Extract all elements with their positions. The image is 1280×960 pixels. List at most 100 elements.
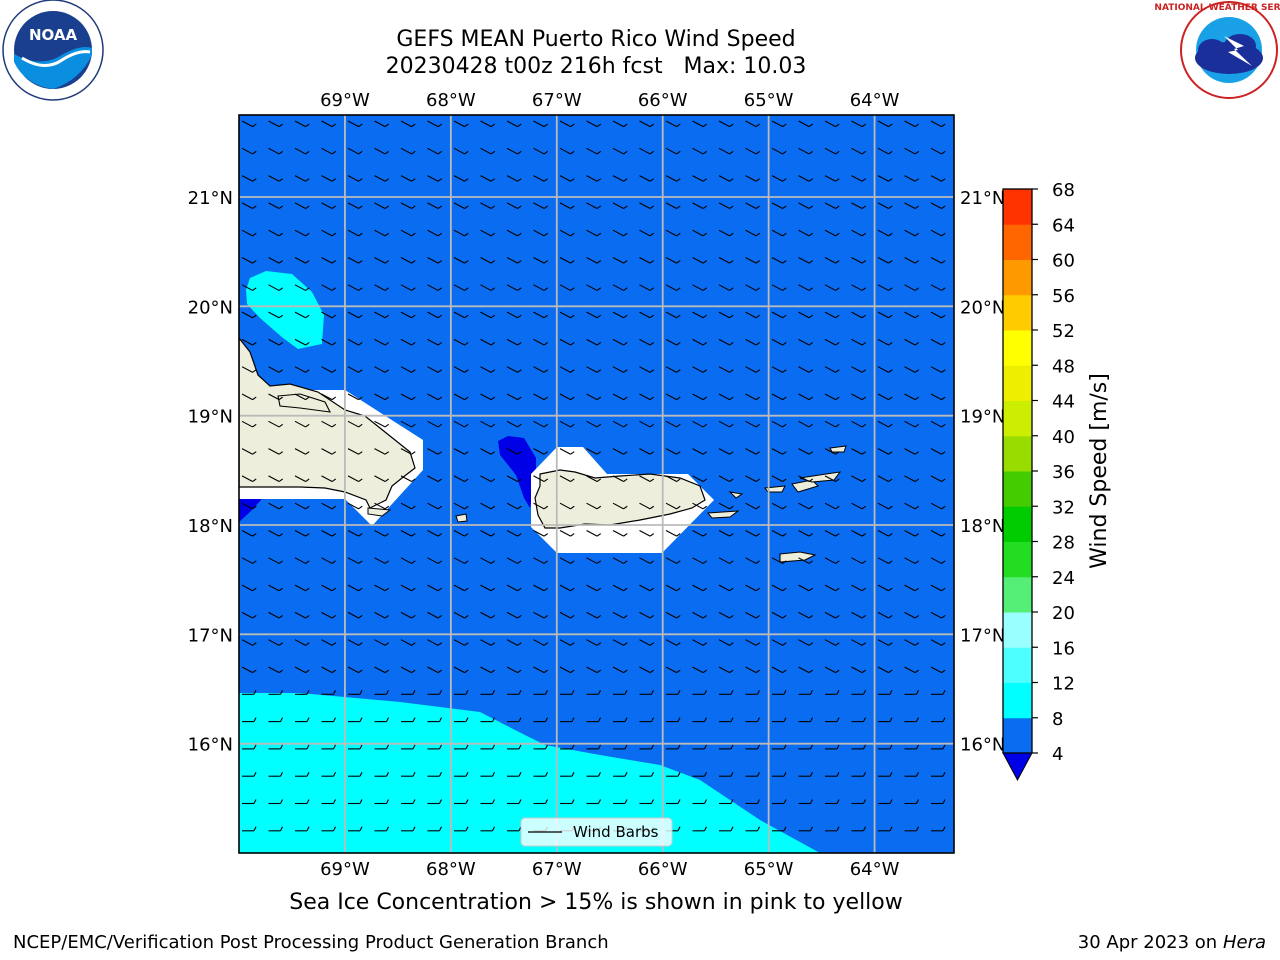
wind-barb xyxy=(824,120,840,128)
wind-barb xyxy=(506,611,522,619)
wind-barb xyxy=(294,557,310,564)
wind-barb xyxy=(745,366,761,373)
wind-barb xyxy=(824,311,840,319)
wind-barb xyxy=(877,420,893,428)
wind-barb xyxy=(321,257,337,264)
lat-labels-left: 21°N 20°N 19°N 18°N 17°N 16°N xyxy=(188,188,233,756)
wind-barb xyxy=(453,666,469,674)
wind-barb xyxy=(877,639,893,646)
wind-barb xyxy=(480,584,496,592)
wind-barb xyxy=(400,202,416,210)
wind-barb xyxy=(268,475,284,483)
wind-barb xyxy=(745,639,761,646)
wind-barb xyxy=(559,393,575,401)
wind-barb xyxy=(692,311,708,319)
colorbar-tick-label: 28 xyxy=(1052,533,1075,554)
colorbar-segment xyxy=(1003,224,1032,260)
wind-barb xyxy=(904,393,920,401)
wind-barb xyxy=(904,420,920,428)
wind-barb xyxy=(533,366,549,373)
wind-barb xyxy=(480,120,496,128)
wind-barb xyxy=(904,799,919,805)
figure-title: GEFS MEAN Puerto Rico Wind Speed xyxy=(396,27,796,52)
lon-tick-label: 65°W xyxy=(744,90,794,111)
wind-barb xyxy=(321,611,337,619)
wind-barb xyxy=(586,639,602,646)
wind-barb xyxy=(480,202,496,210)
wind-barb xyxy=(904,175,920,182)
wind-barb xyxy=(506,311,522,319)
wind-barb xyxy=(427,584,443,592)
legend-label: Wind Barbs xyxy=(573,823,659,841)
wind-barb xyxy=(506,584,522,592)
wind-barb xyxy=(559,175,575,182)
footer-host: Hera xyxy=(1222,932,1266,953)
wind-barb xyxy=(241,338,257,346)
wind-barb xyxy=(321,448,337,455)
wind-barb xyxy=(771,475,787,483)
wind-barb xyxy=(931,799,946,805)
wind-barb xyxy=(586,584,602,592)
wind-barb xyxy=(798,584,814,592)
wind-barb xyxy=(480,448,496,455)
wind-barb xyxy=(612,257,628,264)
lon-labels-top: 69°W 68°W 67°W 66°W 65°W 64°W xyxy=(320,90,900,111)
wind-barb xyxy=(930,257,946,264)
lat-tick-label: 19°N xyxy=(960,407,1005,428)
lat-tick-label: 20°N xyxy=(188,297,233,318)
wind-barb xyxy=(321,717,336,723)
wind-barb xyxy=(427,175,443,182)
wind-barb xyxy=(268,311,284,319)
wind-barb xyxy=(400,120,416,128)
vieques-island xyxy=(707,510,740,519)
wind-barb xyxy=(639,557,655,564)
wind-barb xyxy=(427,530,443,537)
wind-barb xyxy=(321,147,337,155)
wind-barb xyxy=(321,584,337,592)
sea-ice-caption: Sea Ice Concentration > 15% is shown in … xyxy=(289,890,903,915)
wind-barb xyxy=(506,393,522,401)
wind-barb xyxy=(347,366,363,373)
wind-barb xyxy=(241,393,257,401)
wind-barb xyxy=(824,229,840,237)
wind-barb xyxy=(798,147,814,155)
wind-barb xyxy=(878,799,893,805)
wind-barb xyxy=(931,744,946,750)
wind-barb xyxy=(268,393,284,401)
wind-barb xyxy=(824,666,840,674)
wind-barb xyxy=(321,530,337,537)
wind-barb xyxy=(825,799,840,805)
wind-barb xyxy=(533,202,549,210)
wind-barb xyxy=(745,229,761,237)
wind-barb xyxy=(798,448,814,455)
wind-barb xyxy=(586,257,602,264)
lat-tick-label: 21°N xyxy=(188,188,233,209)
wind-barb xyxy=(559,257,575,264)
wind-barb xyxy=(639,771,654,777)
wind-barb xyxy=(798,502,814,510)
wind-barb xyxy=(665,584,681,592)
wind-barb xyxy=(480,611,496,619)
wind-barb xyxy=(692,448,708,455)
map-panel: 69°W 68°W 67°W 66°W 65°W 64°W 69°W 68°W 67°W 66°… xyxy=(188,90,1006,880)
wind-barb xyxy=(904,448,920,455)
wind-barb xyxy=(824,175,840,182)
wind-barb xyxy=(666,690,681,695)
wind-barb xyxy=(241,557,257,564)
wind-barb xyxy=(506,475,522,483)
wind-barb xyxy=(533,666,549,674)
wind-barb xyxy=(374,475,390,483)
wind-barb xyxy=(639,666,655,674)
wind-barb xyxy=(586,120,602,128)
hispaniola-peninsula xyxy=(277,393,331,413)
wind-barb xyxy=(692,393,708,401)
wind-barb xyxy=(613,717,628,723)
wind-barb xyxy=(347,284,363,291)
wind-barb xyxy=(771,666,787,674)
wind-barb xyxy=(665,311,681,319)
wind-barb xyxy=(427,311,443,319)
wind-barb xyxy=(665,448,681,455)
wind-barb xyxy=(930,284,946,291)
